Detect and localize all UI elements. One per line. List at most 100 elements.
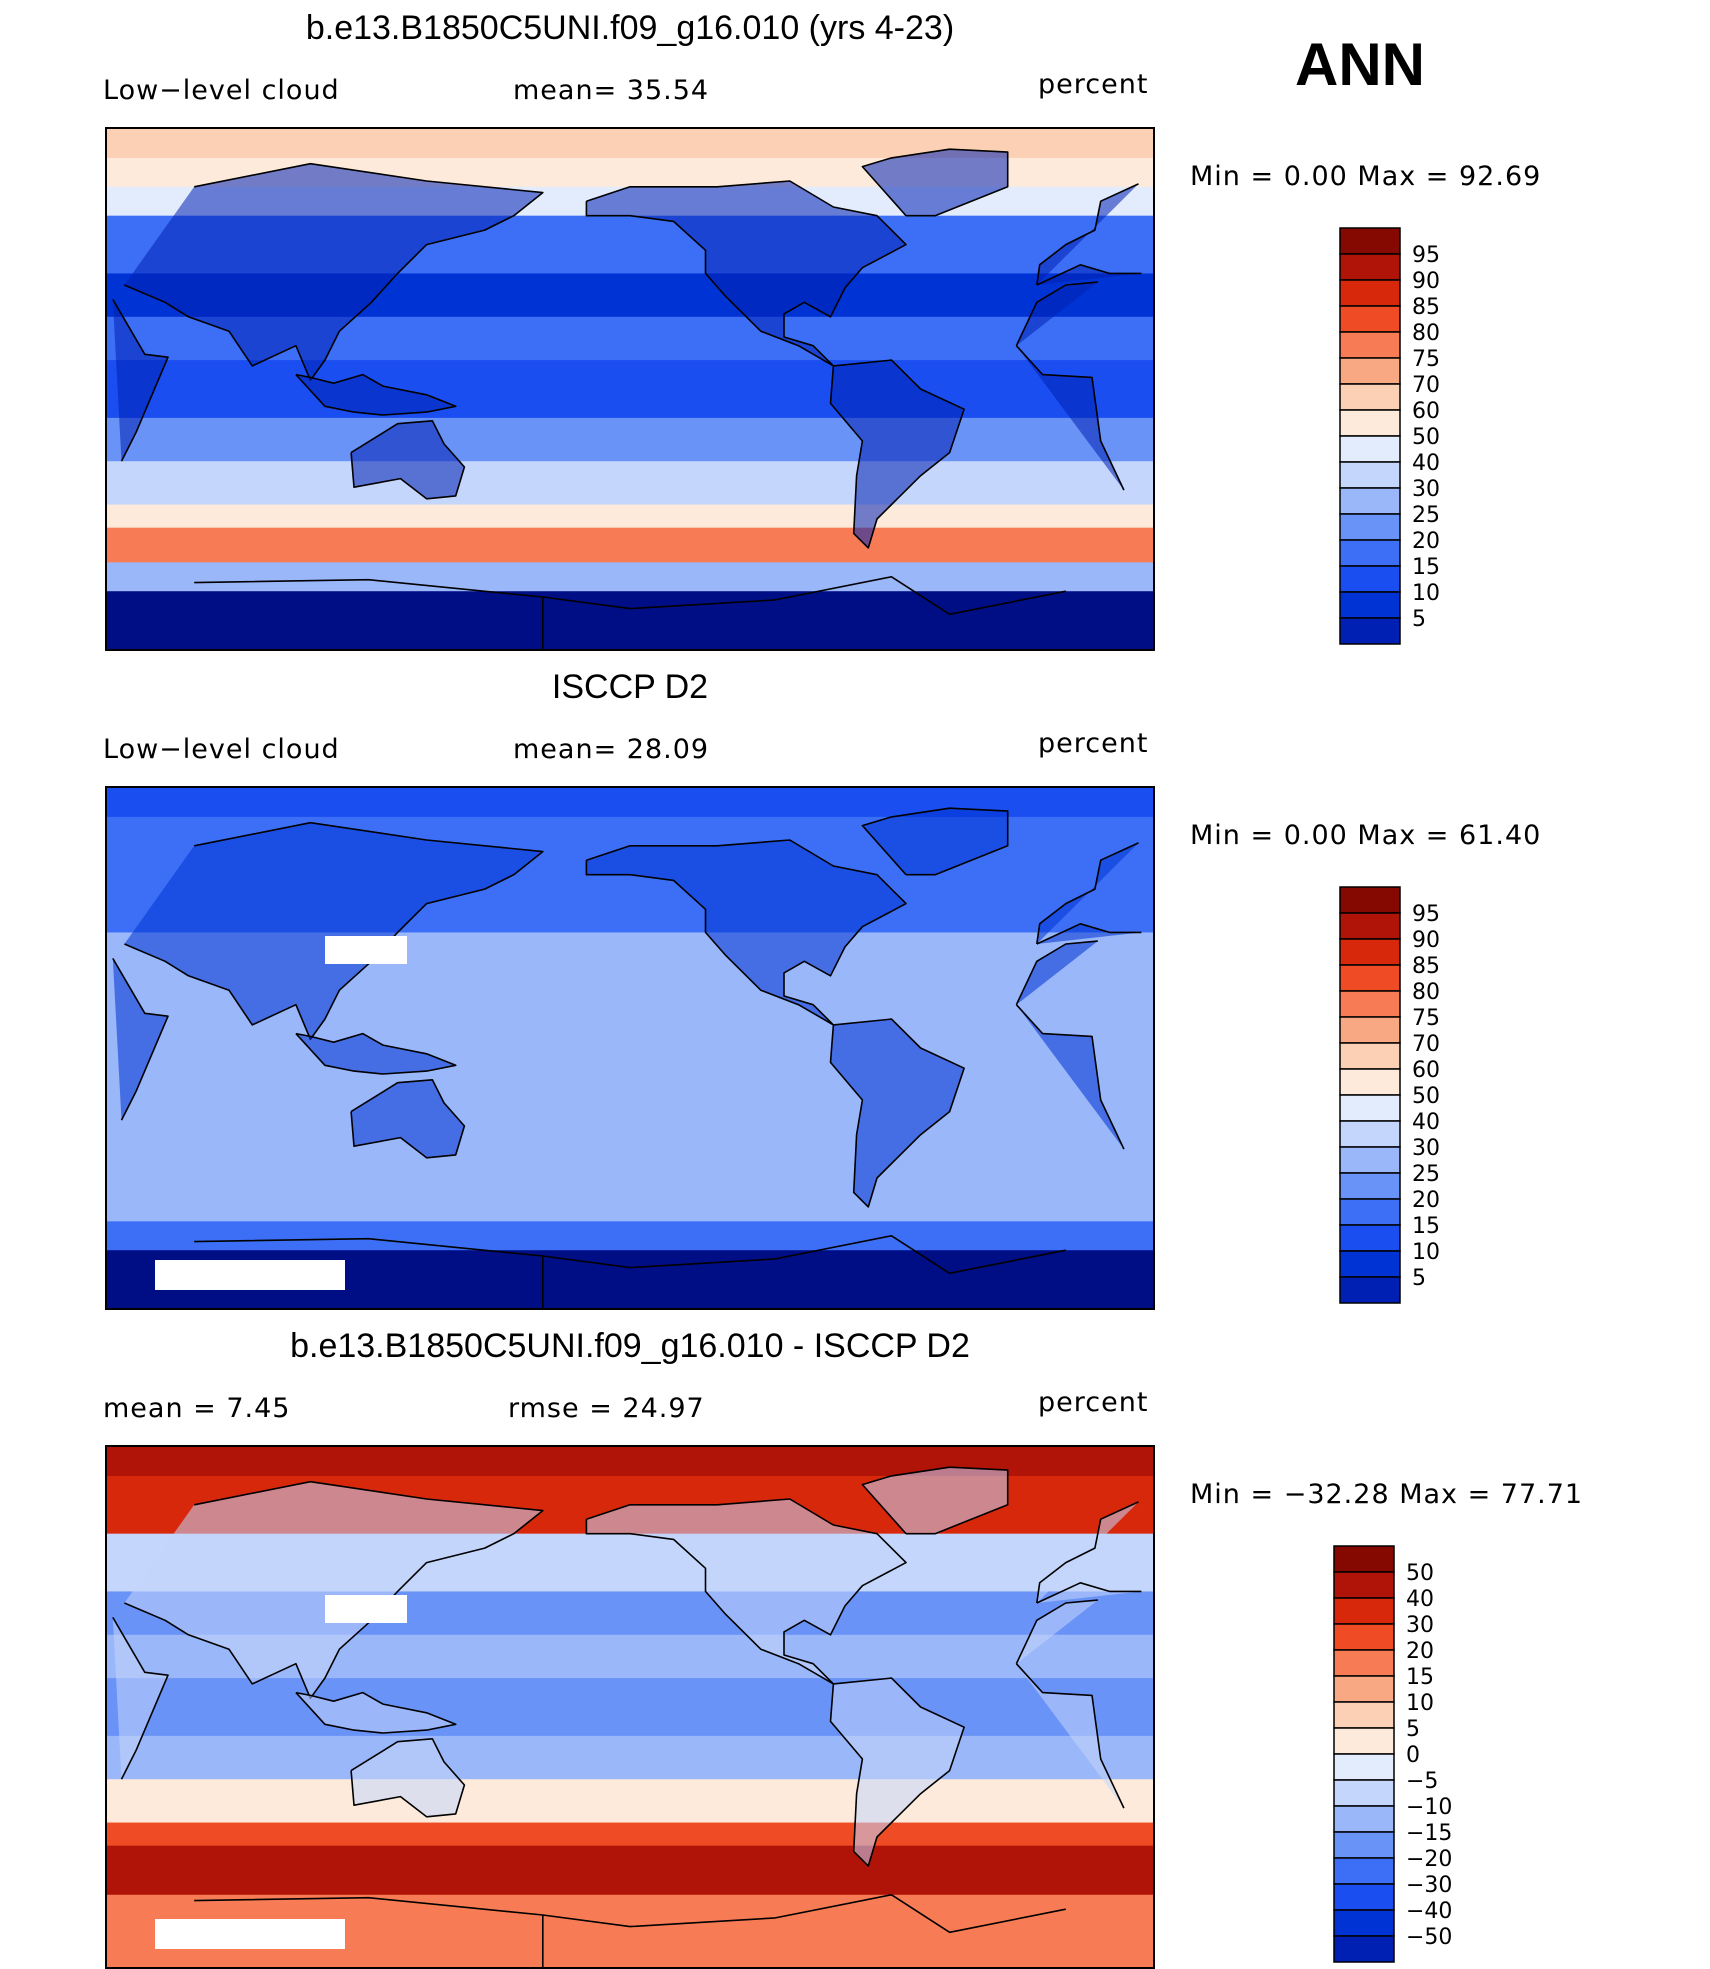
lat-band-5	[107, 1019, 1153, 1078]
lat-band-5	[107, 1678, 1153, 1737]
lat-band-9	[107, 504, 1153, 529]
colorbar-swatch-6	[1339, 1042, 1401, 1070]
panel-mean-label-obs: mean= 28.09	[513, 734, 710, 765]
colorbar-swatch-3	[1339, 305, 1401, 333]
coast-samer	[829, 1677, 965, 1867]
colorbar-tick-0: 95	[1412, 902, 1440, 927]
map-diff-svg	[107, 1447, 1153, 1967]
colorbar-tick-1: 90	[1412, 269, 1440, 294]
colorbar-tick-2: 85	[1412, 295, 1440, 320]
colorbar-swatch-3	[1339, 964, 1401, 992]
colorbar-swatch-10	[1339, 1146, 1401, 1174]
colorbar-swatch-7	[1333, 1727, 1395, 1755]
colorbar-tick-4: 75	[1412, 347, 1440, 372]
colorbar-tick-12: 15	[1412, 555, 1440, 580]
colorbar-tick-5: 70	[1412, 373, 1440, 398]
coast-namer	[585, 839, 907, 1026]
coast-samer	[829, 359, 965, 549]
colorbar-tick-3: 20	[1406, 1639, 1434, 1664]
coast-austral	[350, 420, 466, 500]
map-obs	[105, 786, 1155, 1310]
colorbar-swatch-7	[1339, 409, 1401, 437]
colorbar-swatch-1	[1339, 253, 1401, 281]
colorbar-swatch-13	[1333, 1883, 1395, 1911]
coastlines	[112, 148, 1142, 649]
colorbar-swatch-9	[1339, 461, 1401, 489]
colorbar-tick-13: −40	[1406, 1899, 1452, 1924]
missing-antarctica	[155, 1919, 345, 1949]
colorbar-tick-1: 90	[1412, 928, 1440, 953]
colorbar-swatch-14	[1339, 591, 1401, 619]
colorbar-swatch-6	[1333, 1701, 1395, 1729]
colorbar-obs: 95 90 85 80 75 70 60 50 40 30 25 20 15 10 5	[1339, 886, 1480, 1304]
map-diff	[105, 1445, 1155, 1969]
colorbar-swatch-15	[1333, 1935, 1395, 1963]
coast-namer	[585, 180, 907, 367]
colorbar-swatch-13	[1339, 1224, 1401, 1252]
map-model	[105, 127, 1155, 651]
coast-eurasia	[124, 162, 1142, 382]
colorbar-tick-11: 20	[1412, 529, 1440, 554]
colorbar-swatch-0	[1339, 886, 1401, 914]
colorbar-swatch-0	[1333, 1545, 1395, 1573]
colorbar-model: 95 90 85 80 75 70 60 50 40 30 25 20 15 10 5	[1339, 227, 1480, 645]
colorbar-tick-5: 10	[1406, 1691, 1434, 1716]
colorbar-tick-8: −5	[1406, 1769, 1438, 1794]
panel-rmse-label-diff: rmse = 24.97	[508, 1393, 705, 1424]
lat-band-10	[107, 527, 1153, 563]
lat-band-6	[107, 1076, 1153, 1121]
colorbar-swatch-11	[1333, 1831, 1395, 1859]
colorbar-swatch-5	[1339, 1016, 1401, 1044]
missing-tibet	[325, 1595, 407, 1623]
colorbar-tick-3: 80	[1412, 980, 1440, 1005]
lat-band-11	[107, 562, 1153, 592]
coast-austral	[350, 1738, 466, 1818]
map-obs-svg	[107, 788, 1153, 1308]
missing-antarctica	[155, 1260, 345, 1290]
coast-indon	[295, 1691, 457, 1734]
colorbar-tick-4: 15	[1406, 1665, 1434, 1690]
lat-band-8	[107, 1163, 1153, 1222]
colorbar-swatch-12	[1339, 539, 1401, 567]
colorbar-tick-14: −50	[1406, 1925, 1452, 1950]
colorbar-swatch-10	[1339, 487, 1401, 515]
coast-eurasia	[124, 1480, 1142, 1700]
colorbar-swatch-10	[1333, 1805, 1395, 1833]
minmax-model: Min = 0.00 Max = 92.69	[1190, 161, 1542, 192]
colorbar-swatch-2	[1333, 1597, 1395, 1625]
colorbar-tick-10: 25	[1412, 1162, 1440, 1187]
panel-left-label-model: Low−level cloud	[103, 75, 340, 106]
coast-indon	[295, 1032, 457, 1075]
colorbar-swatch-14	[1339, 1250, 1401, 1278]
panel-units-label-diff: percent	[1038, 1387, 1149, 1418]
colorbar-tick-1: 40	[1406, 1587, 1434, 1612]
colorbar-swatch-12	[1339, 1198, 1401, 1226]
colorbar-swatch-0	[1339, 227, 1401, 255]
colorbar-tick-6: 60	[1412, 399, 1440, 424]
colorbar-swatch-1	[1339, 912, 1401, 940]
lat-band-9	[107, 1845, 1153, 1896]
lat-band-7	[107, 1779, 1153, 1824]
lat-band-8	[107, 1822, 1153, 1847]
panel-units-label-model: percent	[1038, 69, 1149, 100]
colorbar-swatch-8	[1339, 1094, 1401, 1122]
colorbar-swatch-8	[1339, 435, 1401, 463]
colorbar-swatch-9	[1333, 1779, 1395, 1807]
coast-indon	[295, 373, 457, 416]
colorbar-swatch-14	[1333, 1909, 1395, 1937]
colorbar-swatch-7	[1339, 1068, 1401, 1096]
colorbar-swatch-6	[1339, 383, 1401, 411]
lat-band-7	[107, 417, 1153, 462]
colorbar-tick-13: 10	[1412, 1240, 1440, 1265]
lat-band-7	[107, 1120, 1153, 1165]
coastlines	[112, 1466, 1142, 1967]
colorbar-tick-11: 20	[1412, 1188, 1440, 1213]
colorbar-swatch-2	[1339, 279, 1401, 307]
colorbar-diff: 50 40 30 20 15 10 5 0 −5 −10 −15 −20 −30 −40 −50	[1333, 1545, 1484, 1963]
colorbar-swatch-11	[1339, 513, 1401, 541]
colorbar-tick-9: −10	[1406, 1795, 1452, 1820]
lat-band-9	[107, 1221, 1153, 1251]
